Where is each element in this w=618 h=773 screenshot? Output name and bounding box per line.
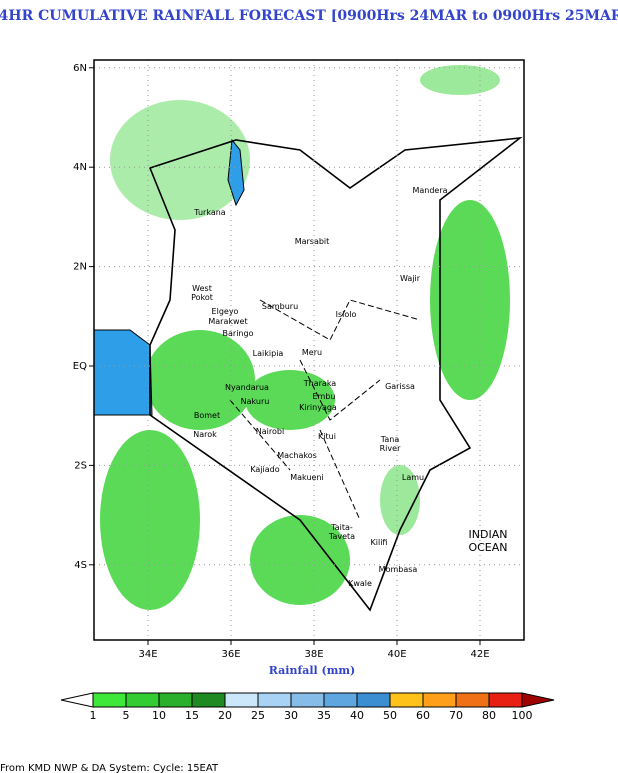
colorbar-label: 1 bbox=[90, 709, 97, 722]
colorbar-segment bbox=[455, 692, 490, 708]
title: 24HR CUMULATIVE RAINFALL FORECAST [0900H… bbox=[0, 8, 618, 24]
colorbar-label: 40 bbox=[350, 709, 364, 722]
colorbar-label: 15 bbox=[185, 709, 199, 722]
colorbar-segment bbox=[92, 692, 127, 708]
colorbar-segment bbox=[191, 692, 226, 708]
colorbar-segment bbox=[422, 692, 457, 708]
rain-blob bbox=[145, 330, 255, 430]
x-tick-label: 40E bbox=[387, 649, 406, 660]
place-label: Makueni bbox=[290, 473, 324, 482]
place-label: Samburu bbox=[261, 302, 299, 311]
place-label: Bomet bbox=[193, 411, 221, 420]
place-label: INDIAN OCEAN bbox=[468, 528, 508, 554]
place-label: Tana River bbox=[379, 435, 401, 453]
place-label: Lamu bbox=[401, 473, 425, 482]
colorbar-segment bbox=[323, 692, 358, 708]
place-label: West Pokot bbox=[191, 284, 213, 302]
y-tick-label: 6N bbox=[73, 63, 87, 74]
colorbar-label: 50 bbox=[383, 709, 397, 722]
lake-victoria bbox=[93, 329, 153, 416]
y-tick-label: EQ bbox=[73, 361, 87, 372]
x-tick-label: 34E bbox=[138, 649, 157, 660]
place-label: Nakuru bbox=[240, 397, 270, 406]
colorbar-label: 20 bbox=[218, 709, 232, 722]
colorbar-segment bbox=[257, 692, 292, 708]
place-label: Tharaka bbox=[303, 379, 337, 388]
place-label: Nyandarua bbox=[225, 383, 269, 392]
place-label: Kirinyaga bbox=[299, 403, 337, 412]
colorbar-label: 70 bbox=[449, 709, 463, 722]
rain-field bbox=[100, 65, 510, 610]
colorbar-label: 25 bbox=[251, 709, 265, 722]
place-label: Elgeyo bbox=[211, 307, 239, 316]
colorbar-segment bbox=[488, 692, 523, 708]
y-tick-label: 4N bbox=[73, 162, 87, 173]
colorbar-label: 80 bbox=[482, 709, 496, 722]
place-label: Embu bbox=[312, 392, 336, 401]
x-tick-label: 42E bbox=[470, 649, 489, 660]
place-label: Kwale bbox=[348, 579, 372, 588]
place-label: Mombasa bbox=[378, 565, 418, 574]
rain-blob bbox=[250, 515, 350, 605]
colorbar-end bbox=[521, 692, 555, 708]
y-tick-label: 4S bbox=[74, 560, 87, 571]
colorbar-label: 10 bbox=[152, 709, 166, 722]
rain-blob bbox=[110, 100, 250, 220]
x-tick-label: 38E bbox=[304, 649, 323, 660]
colorbar-label: 35 bbox=[317, 709, 331, 722]
place-label: Kajiado bbox=[250, 465, 280, 474]
colorbar: 1 5 10 15 20 25 30 35 40 50 60 70 80 100 bbox=[60, 692, 555, 722]
colorbar-end bbox=[60, 692, 94, 708]
footer: From KMD NWP & DA System: Cycle: 15EAT bbox=[0, 763, 219, 773]
x-tick-label: 36E bbox=[221, 649, 240, 660]
x-axis-label: Rainfall (mm) bbox=[269, 664, 355, 677]
rain-blob bbox=[100, 430, 200, 610]
place-label: Marakwet bbox=[208, 317, 248, 326]
place-label: Taita-Taveta bbox=[328, 523, 356, 541]
colorbar-segment bbox=[125, 692, 160, 708]
colorbar-segment bbox=[158, 692, 193, 708]
colorbar-segment bbox=[356, 692, 391, 708]
place-label: Laikipia bbox=[252, 349, 284, 358]
colorbar-label: 60 bbox=[416, 709, 430, 722]
colorbar-label: 5 bbox=[123, 709, 130, 722]
map-frame bbox=[93, 59, 525, 641]
grid: 34E 36E 38E 40E 42E 6N 4N 2N EQ 2S 4S bbox=[73, 60, 524, 660]
place-label: Marsabit bbox=[294, 237, 330, 246]
y-tick-label: 2S bbox=[74, 460, 87, 471]
colorbar-segment bbox=[389, 692, 424, 708]
colorbar-segment bbox=[290, 692, 325, 708]
place-label: Mandera bbox=[412, 186, 448, 195]
rain-blob bbox=[420, 65, 500, 95]
county-boundaries bbox=[229, 299, 421, 521]
place-label: Garissa bbox=[385, 382, 415, 391]
lake-turkana bbox=[227, 138, 245, 207]
rain-blob bbox=[380, 465, 420, 535]
place-label: Isiolo bbox=[335, 310, 357, 319]
place-label: Baringo bbox=[222, 329, 254, 338]
place-label: Narok bbox=[193, 430, 217, 439]
place-label: Kilifi bbox=[370, 538, 388, 547]
place-label: Nairobi bbox=[255, 427, 285, 436]
colorbar-label: 30 bbox=[284, 709, 298, 722]
kenya-border bbox=[148, 136, 523, 612]
rain-blob bbox=[430, 200, 510, 400]
colorbar-segment bbox=[224, 692, 259, 708]
place-label: Turkana bbox=[194, 208, 226, 217]
colorbar-label: 100 bbox=[512, 709, 533, 722]
place-label: Kitui bbox=[318, 432, 336, 441]
y-tick-label: 2N bbox=[73, 262, 87, 273]
place-label: Meru bbox=[301, 348, 323, 357]
place-label: Wajir bbox=[399, 274, 421, 283]
place-label: Machakos bbox=[277, 451, 317, 460]
